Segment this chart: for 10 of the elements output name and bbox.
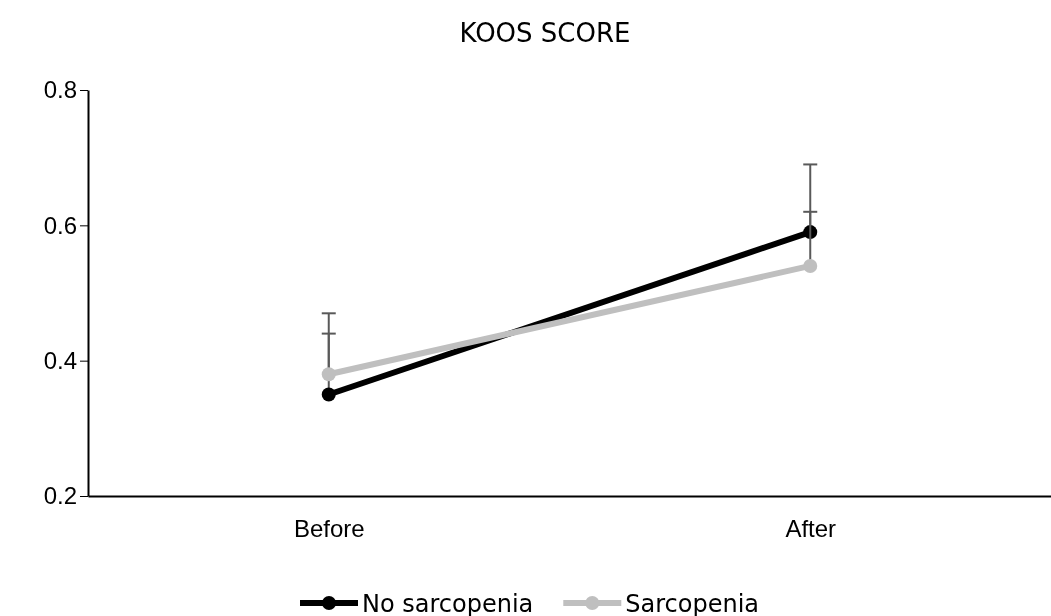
x-tick-label: Before (293, 515, 365, 543)
point (321, 367, 336, 382)
point (321, 387, 336, 402)
chart-title: KOOS SCORE (459, 18, 631, 48)
y-tick-label: 0.2 (43, 482, 77, 510)
y-tick-label: 0.4 (43, 346, 77, 374)
x-tick-label: After (785, 515, 837, 543)
point (803, 258, 818, 273)
y-tick-label: 0.8 (43, 76, 77, 104)
y-tick-label: 0.6 (43, 211, 77, 239)
